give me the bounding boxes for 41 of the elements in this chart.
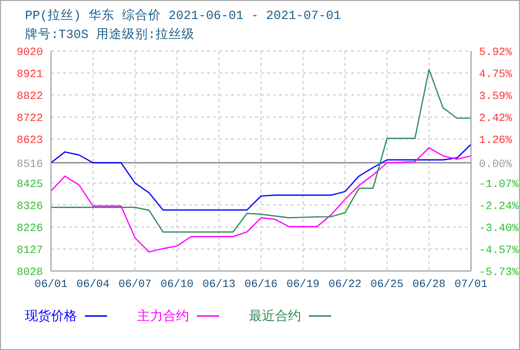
y2-tick-label: -2.24% (479, 201, 520, 214)
y2-tick-label: -3.40% (479, 223, 520, 235)
y-tick-label: 8425 (16, 178, 43, 191)
y-tick-label: 8326 (16, 200, 43, 213)
y-tick-label: 8623 (16, 135, 43, 148)
x-tick-label: 06/28 (412, 278, 446, 291)
x-tick-label: 06/07 (118, 278, 152, 291)
y-tick-label: 8722 (16, 113, 43, 126)
y2-tick-label: -5.73% (479, 267, 520, 279)
y2-tick-label: -4.57% (479, 245, 520, 258)
legend-label: 最近合约 (249, 308, 302, 325)
x-tick-label: 07/01 (454, 278, 488, 291)
y-tick-label: 8516 (16, 158, 43, 171)
legend-label: 主力合约 (137, 308, 190, 325)
y2-tick-label: 3.59% (479, 91, 512, 103)
x-tick-label: 06/04 (76, 278, 110, 291)
y2-tick-label: 0.00% (479, 158, 512, 171)
x-tick-label: 06/25 (370, 278, 404, 291)
line-series (51, 144, 471, 211)
x-tick-label: 06/10 (160, 278, 194, 291)
line-series (51, 147, 471, 253)
x-tick-label: 06/13 (202, 278, 236, 291)
y-tick-label: 9020 (16, 47, 43, 59)
y2-tick-label: 4.75% (479, 69, 512, 82)
x-tick-label: 06/19 (286, 278, 320, 291)
y-tick-label: 8028 (16, 267, 43, 279)
y2-tick-label: -1.07% (479, 179, 520, 191)
y2-tick-label: 1.26% (479, 135, 512, 147)
legend-label: 现货价格 (25, 308, 78, 325)
line-series (51, 68, 471, 233)
y2-tick-label: 5.92% (479, 47, 512, 59)
chart-title: PP(拉丝) 华东 综合价 2021-06-01 - 2021-07-01 (25, 8, 342, 24)
y-tick-label: 8127 (16, 245, 43, 258)
y-tick-label: 8921 (16, 68, 44, 81)
x-tick-label: 06/22 (328, 278, 362, 291)
y2-tick-label: 2.42% (479, 113, 512, 126)
x-tick-label: 06/16 (244, 278, 278, 291)
y-tick-label: 8226 (16, 223, 43, 236)
chart-subtitle: 牌号:T30S 用途级别:拉丝级 (25, 26, 195, 43)
y-tick-label: 8822 (16, 90, 43, 103)
x-tick-label: 06/01 (34, 278, 68, 291)
